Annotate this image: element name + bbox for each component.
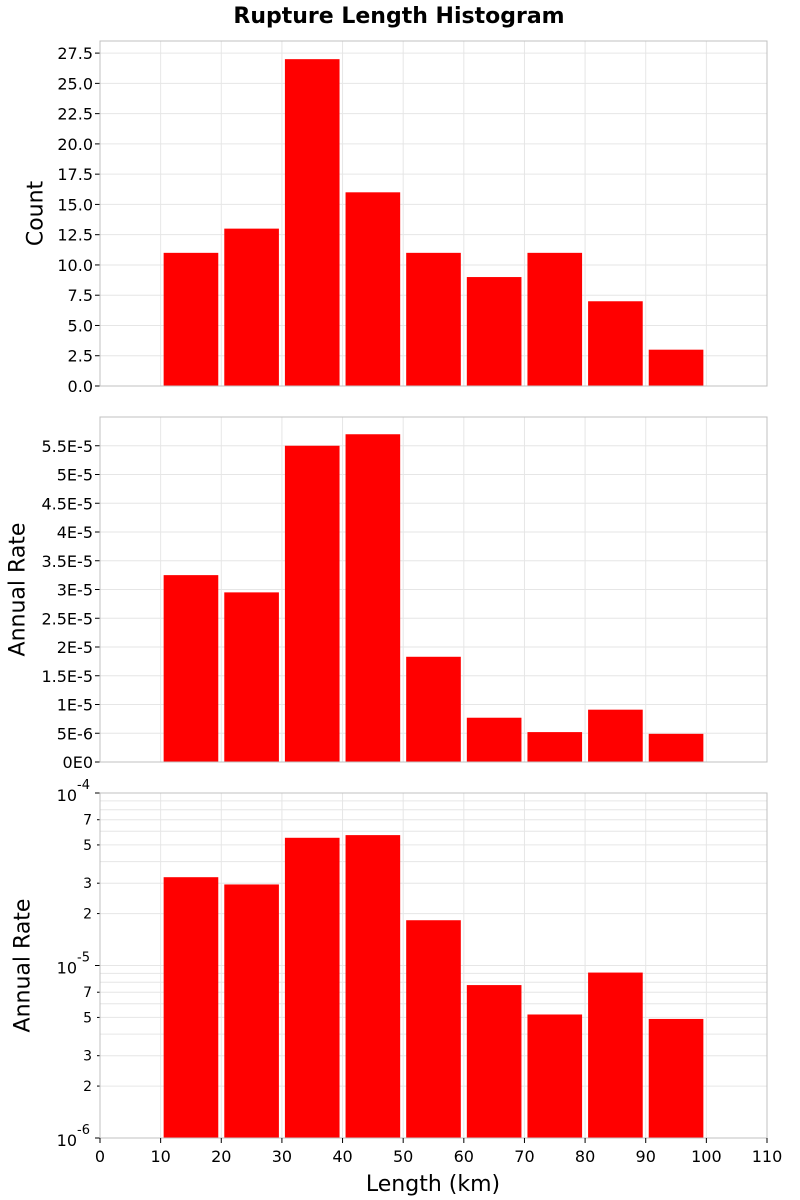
x-tick-label: 20: [211, 1147, 231, 1166]
histogram-bar: [224, 592, 279, 762]
histogram-bar: [345, 434, 401, 762]
y-minor-tick-label: 5: [83, 1010, 92, 1026]
y-tick-label: 17.5: [57, 165, 93, 184]
y-tick-label: 27.5: [57, 44, 93, 63]
histogram-bar: [466, 985, 522, 1138]
y-tick-label: 22.5: [57, 105, 93, 124]
y-minor-tick-label: 7: [83, 985, 92, 1001]
y-tick-label: 0.0: [68, 377, 93, 396]
x-tick-label: 50: [393, 1147, 413, 1166]
y-axis-title: Count: [24, 180, 49, 246]
histogram-bar: [224, 884, 279, 1138]
y-tick-label: 0E0: [63, 753, 93, 772]
histogram-bar: [406, 920, 461, 1138]
y-tick-label: 5.5E-5: [41, 437, 93, 456]
histogram-bar: [163, 252, 219, 386]
y-tick-label: 3.5E-5: [41, 552, 93, 571]
plot-layer: 0.0 2.5 5.0 7.5 10.0 12.5 15.0 17.5 20.0 22.5 25.0…: [6, 40, 783, 1166]
histogram-bar: [466, 277, 522, 386]
y-tick-label: 2.5E-5: [41, 609, 93, 628]
y-minor-tick-label: 3: [83, 876, 92, 892]
y-minor-tick-label: 5: [83, 838, 92, 854]
y-tick-label: 10-4: [57, 778, 90, 805]
y-tick-label: 3E-5: [57, 581, 93, 600]
y-tick-label: 4.5E-5: [41, 494, 93, 513]
x-tick-label: 100: [691, 1147, 722, 1166]
plot-frame: [99, 416, 768, 763]
histogram-bar: [588, 301, 643, 386]
y-tick-label: 20.0: [57, 135, 93, 154]
y-tick-label: 10-6: [57, 1123, 90, 1150]
histogram-bar: [648, 1018, 704, 1138]
y-tick-label: 5.0: [68, 316, 93, 335]
x-tick-label: 0: [95, 1147, 105, 1166]
y-tick-label: 25.0: [57, 74, 93, 93]
histogram-bar: [406, 252, 461, 386]
y-tick-label: 4E-5: [57, 523, 93, 542]
histogram-bar: [527, 732, 583, 762]
histogram-bar: [648, 733, 704, 762]
x-tick-label: 80: [575, 1147, 595, 1166]
x-axis-title: Length (km): [366, 1172, 500, 1197]
histogram-bar: [163, 877, 219, 1138]
y-tick-label: 2E-5: [57, 638, 93, 657]
panel-3: 10-4 10-5 10-6 7 5 3 2 7 5 3 2 Annual Rate: [11, 778, 768, 1150]
y-tick-label: 7.5: [68, 286, 93, 305]
y-minor-tick-label: 2: [83, 1079, 92, 1095]
y-tick-label: 10.0: [57, 256, 93, 275]
y-axis-title: Annual Rate: [11, 899, 36, 1033]
x-tick-label: 60: [454, 1147, 474, 1166]
y-tick-label: 10-5: [57, 951, 90, 978]
histogram-bar: [466, 717, 522, 762]
y-tick-label: 1E-5: [57, 696, 93, 715]
y-tick-label: 5E-5: [57, 466, 93, 485]
histogram-bar: [224, 228, 279, 386]
y-tick-label: 15.0: [57, 195, 93, 214]
y-axis-title: Annual Rate: [6, 523, 31, 657]
y-tick-label: 2.5: [68, 347, 93, 366]
y-minor-tick-label: 2: [83, 907, 92, 923]
y-tick-label: 1.5E-5: [41, 667, 93, 686]
x-tick-label: 40: [332, 1147, 352, 1166]
histogram-bar: [284, 837, 340, 1138]
histogram-bar: [284, 445, 340, 762]
histogram-bar: [406, 656, 461, 762]
chart-title: Rupture Length Histogram: [233, 4, 564, 29]
x-tick-label: 10: [150, 1147, 170, 1166]
x-tick-label: 110: [752, 1147, 783, 1166]
histogram-bar: [345, 835, 401, 1138]
y-tick-label: 5E-6: [57, 724, 93, 743]
histogram-bar: [527, 252, 583, 386]
x-tick-label: 90: [636, 1147, 656, 1166]
panel-2: 0E0 5E-6 1E-5 1.5E-5 2E-5 2.5E-5 3E-5 3.5E-5 4E-…: [6, 416, 768, 772]
y-minor-tick-label: 3: [83, 1049, 92, 1065]
histogram-bar: [588, 709, 643, 762]
plot-frame: [99, 40, 768, 387]
y-minor-tick-label: 7: [83, 813, 92, 829]
histogram-bar: [345, 192, 401, 386]
panel-1: 0.0 2.5 5.0 7.5 10.0 12.5 15.0 17.5 20.0 22.5 25.0…: [24, 40, 768, 396]
histogram-bar: [527, 1014, 583, 1138]
histogram-bar: [163, 575, 219, 762]
histogram-bar: [648, 349, 704, 386]
x-tick-label: 70: [514, 1147, 534, 1166]
x-tick-label: 30: [272, 1147, 292, 1166]
histogram-bar: [284, 59, 340, 386]
plot-frame: [99, 792, 768, 1139]
y-tick-label: 12.5: [57, 226, 93, 245]
histogram-bar: [588, 972, 643, 1138]
